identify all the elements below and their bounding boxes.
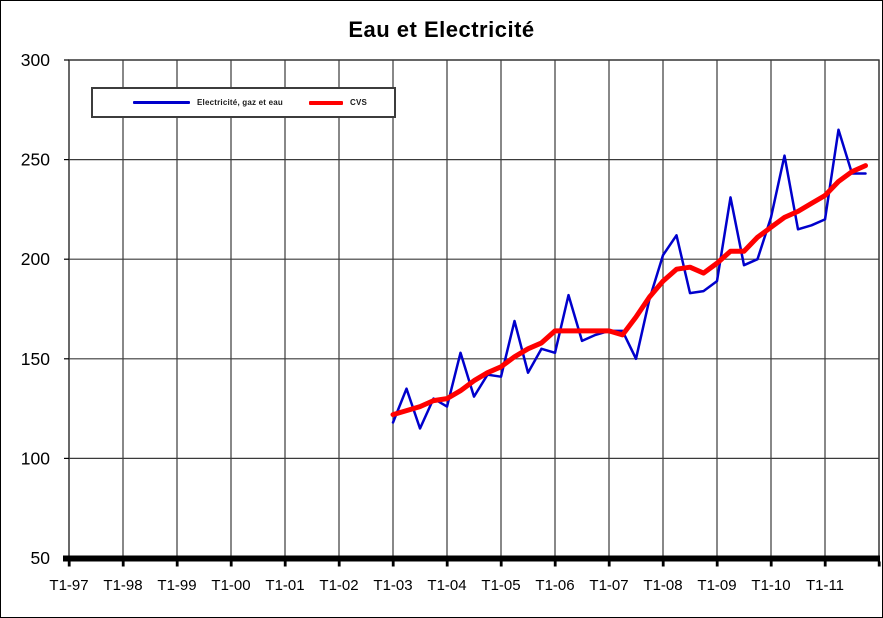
x-tick-label: T1-09: [697, 577, 736, 594]
x-tick-label: T1-00: [211, 577, 250, 594]
x-tick-label: T1-04: [427, 577, 466, 594]
x-tick-mark: [553, 561, 557, 567]
x-tick-mark: [823, 561, 827, 567]
x-tick-mark: [607, 561, 611, 567]
x-tick-label: T1-11: [806, 577, 844, 594]
x-tick-label: T1-98: [103, 577, 142, 594]
plot-border: [68, 59, 880, 559]
x-tick-label: T1-07: [589, 577, 628, 594]
legend-label-cvs: CVS: [349, 98, 368, 107]
x-tick-mark: [283, 561, 287, 567]
y-tick-label: 50: [31, 548, 51, 568]
x-tick-mark: [175, 561, 179, 567]
legend-entry-electricite: Electricité, gaz et eau: [133, 98, 283, 107]
legend: Electricité, gaz et eau CVS: [91, 87, 396, 118]
legend-line-sample-red: [308, 100, 343, 105]
x-tick-label: T1-99: [157, 577, 196, 594]
x-tick-mark: [715, 561, 719, 567]
x-tick-label: T1-97: [49, 577, 88, 594]
legend-line-sample-blue: [133, 101, 190, 104]
chart-title: Eau et Electricité: [348, 17, 535, 42]
x-tick-mark: [391, 561, 395, 567]
x-tick-mark: [661, 561, 665, 567]
x-tick-label: T1-02: [319, 577, 358, 594]
x-tick-label: T1-01: [265, 577, 304, 594]
y-tick-label: 300: [21, 50, 50, 70]
legend-label-electricite: Electricité, gaz et eau: [197, 98, 283, 107]
x-tick-mark: [499, 561, 503, 567]
x-tick-label: T1-05: [481, 577, 520, 594]
series-line-electricite: [391, 128, 867, 430]
y-tick-label: 100: [21, 448, 50, 468]
x-tick-mark: [67, 561, 71, 567]
y-tick-label: 200: [21, 249, 50, 269]
x-tick-mark: [229, 561, 233, 567]
x-axis-bar: [63, 555, 880, 562]
x-tick-label: T1-03: [373, 577, 412, 594]
x-tick-label: T1-08: [643, 577, 682, 594]
x-tick-mark: [121, 561, 125, 567]
x-tick-mark: [769, 561, 773, 567]
legend-entry-cvs: CVS: [308, 98, 368, 107]
y-tick-label: 250: [21, 150, 50, 170]
x-tick-mark: [337, 561, 341, 567]
x-tick-mark: [877, 561, 881, 567]
x-tick-label: T1-10: [751, 577, 790, 594]
series-line-cvs: [390, 163, 868, 418]
x-tick-mark: [445, 561, 449, 567]
y-tick-label: 150: [21, 349, 50, 369]
x-tick-label: T1-06: [535, 577, 574, 594]
